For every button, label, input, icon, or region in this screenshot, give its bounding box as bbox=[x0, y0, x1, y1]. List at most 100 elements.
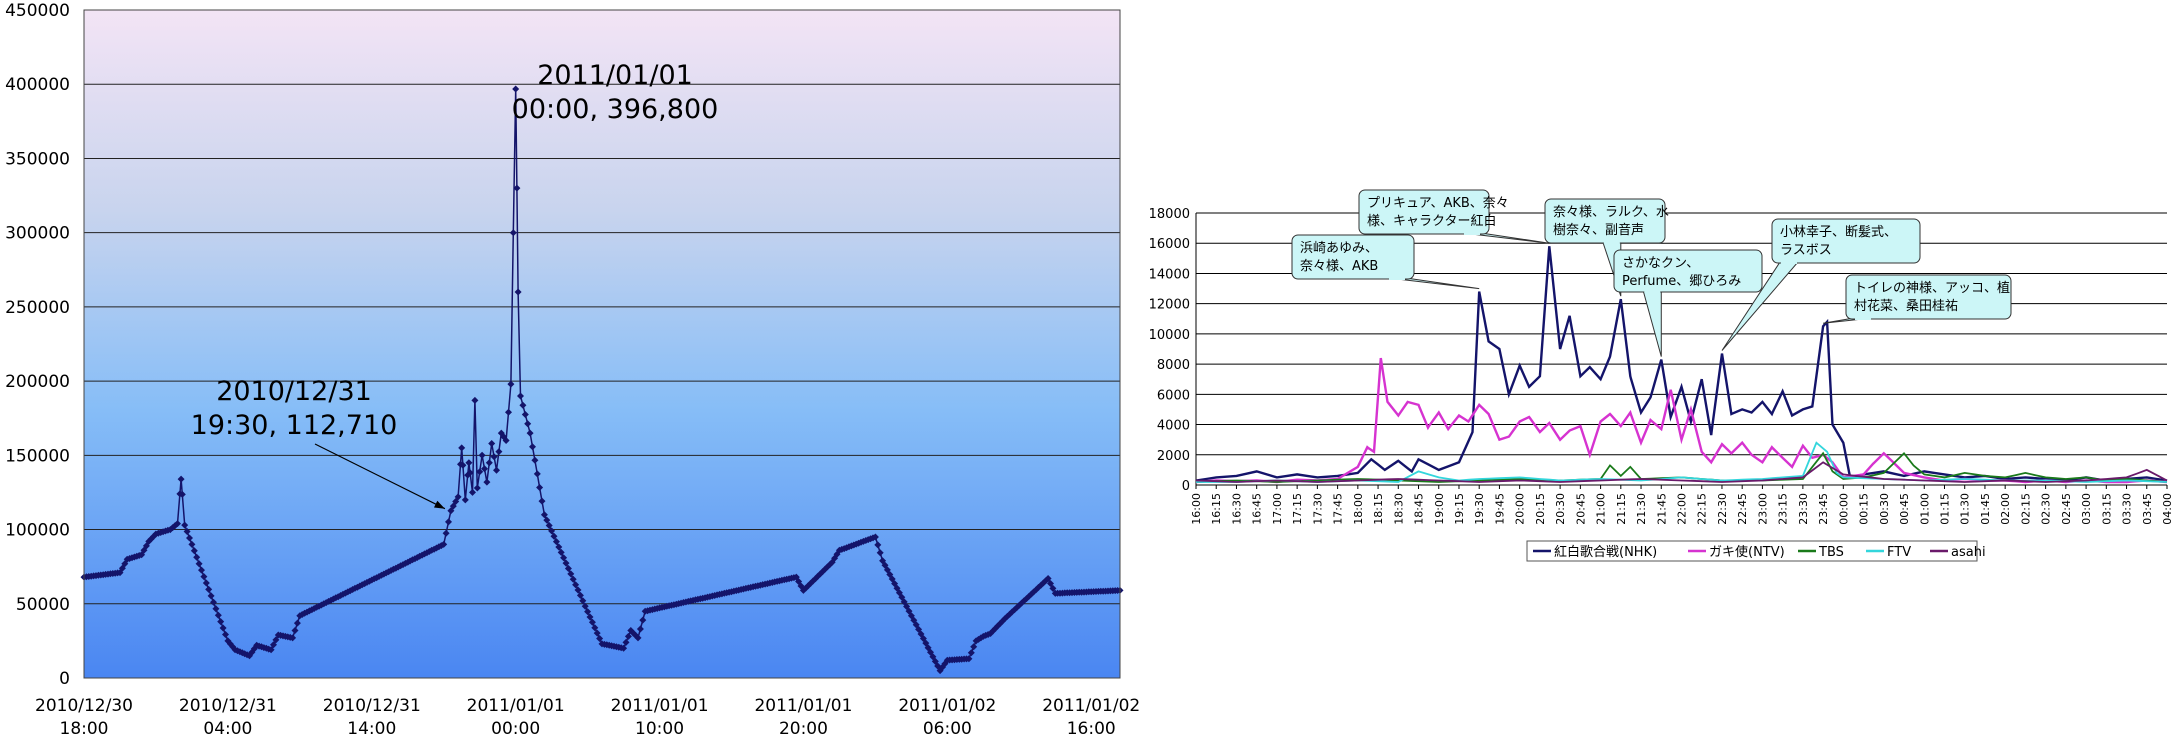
x-tick: 2011/01/01 00:00 bbox=[467, 696, 565, 739]
data-point bbox=[493, 466, 500, 474]
callout: 浜崎あゆみ、奈々様、AKB bbox=[1291, 234, 1480, 290]
x-tick: 2010/12/31 04:00 bbox=[179, 696, 277, 739]
data-point bbox=[178, 490, 186, 498]
y-tick-label: 2000 bbox=[1157, 449, 1190, 464]
x-tick-date: 2011/01/01 bbox=[754, 696, 852, 716]
callout-joint bbox=[1781, 261, 1797, 264]
x-tick-label: 23:45 bbox=[1817, 493, 1830, 525]
legend-entry: TBS bbox=[1798, 545, 1844, 560]
legend-box bbox=[1526, 540, 1978, 562]
callout-text: Perfume、郷ひろみ bbox=[1622, 274, 1741, 289]
data-point bbox=[440, 540, 448, 548]
data-point bbox=[620, 644, 628, 652]
x-tick-label: 18:45 bbox=[1413, 493, 1426, 525]
callout-text: さかなクン、 bbox=[1622, 256, 1699, 271]
x-tick-label: 03:45 bbox=[2141, 493, 2154, 525]
legend-label: ガキ使(NTV) bbox=[1709, 544, 1785, 560]
x-tick: 2010/12/31 14:00 bbox=[323, 696, 421, 739]
y-tick-label: 14000 bbox=[1149, 267, 1190, 282]
data-point bbox=[461, 496, 469, 504]
legend-entry: FTV bbox=[1866, 545, 1911, 560]
y-tick-label: 400000 bbox=[5, 75, 70, 95]
data-point bbox=[291, 627, 299, 634]
callout-joint bbox=[1464, 232, 1480, 235]
data-point bbox=[445, 518, 452, 526]
x-tick-time: 06:00 bbox=[923, 719, 972, 739]
data-point bbox=[536, 484, 544, 491]
data-point bbox=[473, 484, 481, 492]
data-point bbox=[579, 597, 587, 605]
data-point bbox=[586, 613, 594, 621]
y-tick-label: 8000 bbox=[1157, 358, 1190, 373]
data-point bbox=[512, 85, 520, 93]
x-tick-label: 03:15 bbox=[2100, 493, 2113, 525]
x-tick: 2011/01/02 16:00 bbox=[1042, 696, 1140, 739]
callout-text: 奈々様、AKB bbox=[1300, 259, 1378, 274]
data-point bbox=[293, 619, 301, 627]
data-point bbox=[593, 629, 601, 637]
data-point bbox=[596, 635, 604, 642]
y-axis-ticks: 0 2000 4000 6000 8000 10000 12000 14000 16000 180… bbox=[1149, 207, 1190, 494]
callout-text: 小林幸子、断髪式、 bbox=[1780, 225, 1897, 240]
x-tick-date: 2010/12/31 bbox=[179, 696, 277, 716]
data-point bbox=[471, 396, 479, 404]
data-point bbox=[529, 443, 536, 451]
data-point bbox=[574, 586, 582, 594]
x-tick-date: 2011/01/02 bbox=[898, 696, 996, 716]
x-tick-label: 19:45 bbox=[1493, 493, 1506, 525]
data-point bbox=[507, 380, 515, 388]
data-point bbox=[588, 618, 596, 626]
data-point bbox=[458, 444, 466, 452]
x-tick-date: 2010/12/31 bbox=[323, 696, 421, 716]
x-axis-ticks: 16:00 16:15 16:30 16:45 17:00 17:15 17:30 17:45… bbox=[1190, 485, 2174, 525]
data-point bbox=[190, 547, 198, 555]
y-tick-label: 18000 bbox=[1149, 207, 1190, 222]
x-tick-label: 16:30 bbox=[1231, 493, 1244, 525]
x-tick-label: 16:15 bbox=[1210, 493, 1223, 525]
callout-text: トイレの神様、アッコ、植 bbox=[1854, 281, 2010, 296]
data-point bbox=[485, 459, 493, 467]
x-tick-label: 01:45 bbox=[1979, 493, 1992, 525]
data-point bbox=[581, 602, 589, 610]
callout-joint bbox=[1603, 241, 1620, 244]
data-point bbox=[459, 461, 467, 469]
x-tick-date: 2010/12/30 bbox=[35, 696, 133, 716]
x-tick-label: 20:30 bbox=[1554, 493, 1567, 525]
data-point bbox=[891, 580, 899, 588]
callout-box bbox=[1291, 234, 1415, 280]
data-point bbox=[174, 520, 181, 528]
y-tick-label: 0 bbox=[1182, 479, 1190, 494]
data-point bbox=[517, 392, 524, 400]
data-point bbox=[513, 184, 521, 192]
plot-area bbox=[84, 10, 1120, 678]
x-tick-label: 22:00 bbox=[1676, 493, 1689, 525]
data-point bbox=[181, 521, 189, 529]
data-point bbox=[871, 533, 879, 541]
data-point bbox=[521, 411, 529, 418]
data-point bbox=[555, 543, 563, 551]
y-tick-label: 350000 bbox=[5, 149, 70, 169]
callout-box bbox=[1613, 249, 1763, 293]
x-tick-label: 01:30 bbox=[1959, 493, 1972, 525]
data-point bbox=[905, 607, 913, 615]
data-point bbox=[202, 579, 210, 587]
y-tick-label: 6000 bbox=[1157, 388, 1190, 403]
y-tick-label: 0 bbox=[59, 669, 70, 689]
x-tick-date: 2011/01/01 bbox=[611, 696, 709, 716]
data-point bbox=[533, 470, 541, 478]
x-tick-label: 22:15 bbox=[1696, 493, 1709, 525]
data-point bbox=[543, 516, 551, 524]
x-tick-label: 03:00 bbox=[2080, 493, 2093, 525]
x-tick-label: 02:00 bbox=[1999, 493, 2012, 525]
data-point bbox=[557, 548, 565, 556]
data-point bbox=[495, 448, 503, 456]
data-point bbox=[567, 570, 575, 578]
y-tick-label: 16000 bbox=[1149, 237, 1190, 252]
x-tick-label: 23:30 bbox=[1797, 493, 1810, 525]
callout: さかなクン、 Perfume、郷ひろみ bbox=[1613, 249, 1763, 357]
data-point bbox=[186, 534, 193, 542]
data-point bbox=[177, 475, 185, 483]
x-tick-label: 02:15 bbox=[2019, 493, 2032, 525]
x-tick-date: 2011/01/01 bbox=[467, 696, 565, 716]
